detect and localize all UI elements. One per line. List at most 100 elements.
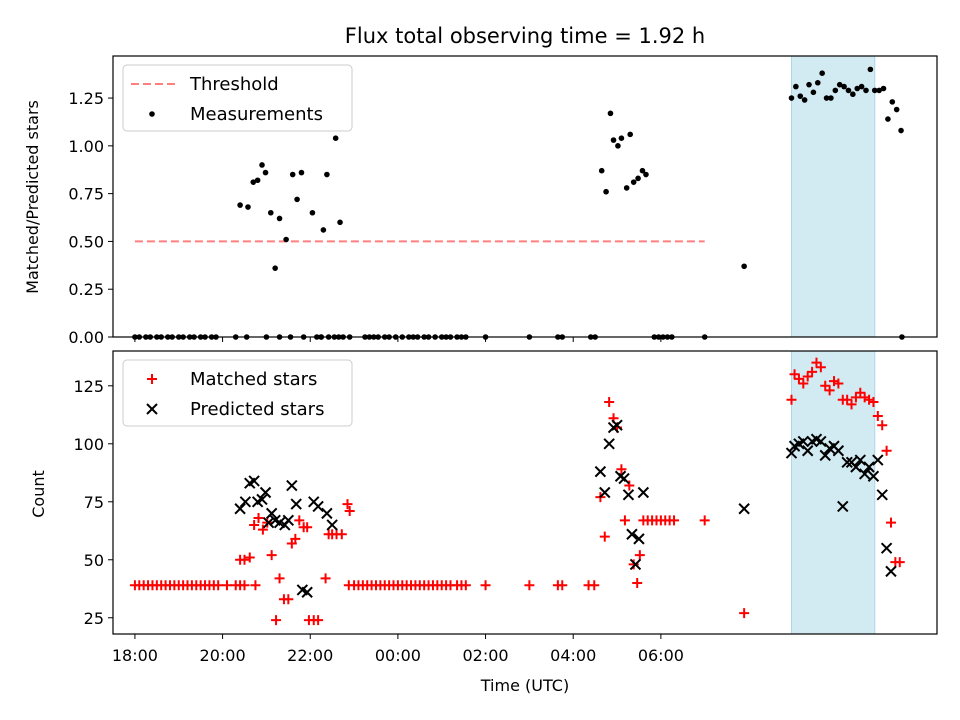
bottom-legend-box [122, 359, 353, 427]
measurement-point [741, 263, 747, 270]
predicted-star-point [867, 470, 880, 482]
predicted-star-point [863, 461, 875, 473]
predicted-star-point [854, 454, 867, 466]
predicted-star-point [858, 468, 871, 480]
measurement-point [618, 135, 625, 141]
matched-star-point [589, 580, 600, 591]
matched-star-point [320, 573, 331, 584]
matched-star-point [786, 394, 797, 405]
matched-star-point [824, 385, 835, 396]
measurement-point [876, 87, 882, 94]
matched-star-point [266, 550, 277, 561]
matched-star-point [283, 594, 294, 605]
matched-star-point [894, 557, 905, 568]
bottom-y-tick-label: 100 [73, 435, 104, 454]
measurement-point [841, 83, 847, 90]
predicted-star-point [312, 500, 324, 513]
measurement-point [324, 171, 330, 178]
matched-star-point [842, 394, 853, 405]
measurement-point [639, 167, 646, 174]
top-legend-label: Threshold [189, 74, 279, 95]
legend-predicted-swatch [146, 403, 158, 415]
predicted-star-point [785, 447, 798, 459]
matched-star-point [524, 580, 535, 591]
top-y-tick-label: 0.25 [68, 280, 104, 299]
matched-star-point [294, 515, 305, 526]
predicted-star-point [629, 558, 642, 571]
measurement-point [845, 87, 852, 94]
measurement-point [607, 110, 614, 117]
measurement-point [237, 202, 243, 208]
predicted-star-point [603, 438, 615, 450]
measurement-point [850, 91, 856, 98]
measurement-point [889, 99, 896, 105]
measurement-point [309, 209, 316, 216]
predicted-star-point [239, 496, 252, 508]
top-legend: Threshold Measurements [122, 64, 353, 132]
matched-star-point [634, 550, 645, 561]
x-tick-label: 00:00 [375, 646, 421, 665]
measurement-point [623, 185, 630, 191]
predicted-star-point [262, 516, 275, 529]
predicted-star-point [837, 500, 849, 513]
measurement-point [298, 169, 305, 176]
predicted-star-point [801, 445, 814, 457]
predicted-star-point [594, 465, 607, 478]
matched-star-point [632, 577, 643, 588]
predicted-star-point [290, 498, 302, 510]
matched-star-point [833, 378, 844, 389]
measurement-point [643, 171, 649, 178]
matched-star-point [864, 394, 875, 405]
matched-star-point [253, 513, 264, 524]
predicted-star-point [326, 519, 338, 531]
predicted-star-point [256, 493, 268, 506]
predicted-star-point [618, 472, 630, 485]
bottom-y-axis-label: Count [29, 470, 48, 518]
predicted-star-point [841, 456, 853, 469]
matched-star-point [669, 515, 680, 526]
matched-star-point [244, 552, 255, 563]
predicted-star-point [626, 528, 638, 540]
matched-star-point [815, 362, 826, 373]
measurement-point [793, 83, 799, 90]
matched-star-point [221, 580, 232, 591]
top-shaded-span [790, 55, 876, 338]
predicted-star-point [876, 489, 888, 501]
top-axes-frame [112, 55, 938, 338]
measurement-point [867, 66, 874, 73]
predicted-star-point [738, 503, 750, 515]
predicted-star-point [622, 489, 635, 501]
predicted-star-point [248, 475, 260, 487]
measurement-point [610, 137, 617, 143]
bottom-y-tick-label: 25 [84, 609, 104, 628]
x-tick-label: 18:00 [112, 646, 158, 665]
measurement-point [332, 135, 339, 141]
bottom-legend-label: Matched stars [190, 369, 317, 390]
predicted-star-point [637, 486, 650, 499]
matched-star-point [793, 373, 804, 384]
matched-star-point [213, 580, 224, 591]
measurement-point [814, 79, 821, 86]
measurement-point [885, 116, 891, 122]
measurement-point [893, 106, 900, 113]
measurement-point [823, 95, 830, 101]
matched-star-point [460, 580, 471, 591]
measurement-point [880, 85, 887, 92]
predicted-star-point [819, 449, 831, 462]
matched-star-point [616, 464, 627, 475]
bottom-panel: 25 50 75 100 125 18:00 20:00 22:00 00:00 02:00 04:… [73, 350, 938, 665]
x-tick-label: 20:00 [200, 646, 246, 665]
predicted-star-point [599, 486, 611, 499]
x-tick-label: 04:00 [550, 646, 596, 665]
predicted-star-point [633, 533, 645, 545]
measurement-point [603, 188, 609, 195]
measurement-point [806, 81, 812, 88]
measurement-point [289, 171, 296, 178]
matched-star-point [789, 369, 800, 380]
measurement-point [283, 236, 289, 243]
predicted-star-point [301, 586, 313, 598]
matched-star-point [313, 615, 324, 626]
predicted-star-point [286, 479, 298, 492]
matched-star-point [820, 380, 831, 391]
matched-star-point [619, 515, 630, 526]
